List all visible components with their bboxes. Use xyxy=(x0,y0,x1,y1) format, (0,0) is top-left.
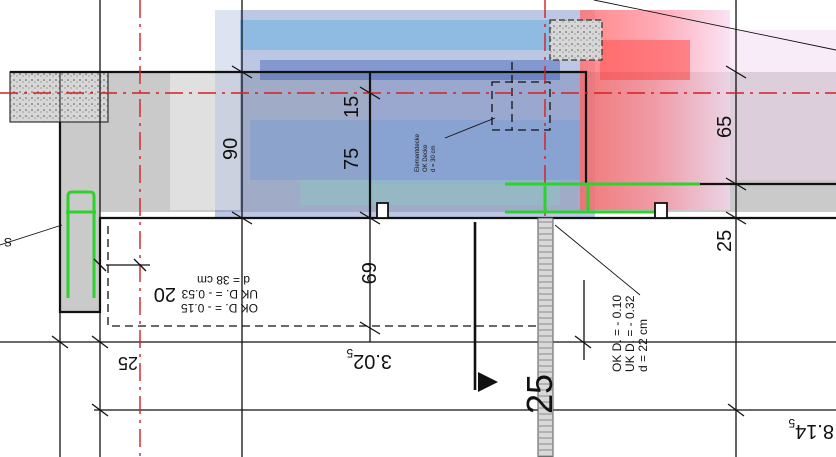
hatched-opening-top xyxy=(549,19,603,61)
dim-814: 8.145 xyxy=(788,416,834,442)
dim-20: 20 xyxy=(154,283,176,305)
edge-element xyxy=(537,217,554,457)
edge-letter: S xyxy=(4,235,12,249)
note-right-line-1: OK D. = - 0.10 xyxy=(610,295,624,372)
hatched-concrete-block xyxy=(9,71,109,123)
dimension-ticks xyxy=(51,65,747,417)
dim-25-right: 25 xyxy=(714,230,736,252)
dim-75: 75 xyxy=(341,148,363,170)
dim-15: 15 xyxy=(341,96,363,118)
dim-25-large: 25 xyxy=(519,374,560,414)
dim-25-left: 25 xyxy=(118,353,138,373)
note-left-line-2: UK D. = - 0.53 xyxy=(181,287,258,301)
note-left-line-3: d = 38 cm xyxy=(197,273,250,287)
dim-69: 69 xyxy=(357,262,379,284)
element-label-line-3: d = 30 cm xyxy=(431,145,437,172)
dashed-recess xyxy=(107,62,551,327)
note-right-line-3: d = 22 cm xyxy=(636,319,650,372)
rebar-reinforcement xyxy=(66,182,700,298)
small-details xyxy=(376,202,668,219)
dim-65: 65 xyxy=(714,116,736,138)
dim-302: 3.025 xyxy=(346,346,392,372)
dimension-labels: 90 75 15 65 25 69 20 25 3.025 25 8.145 xyxy=(118,96,834,442)
radar-scan-overlay xyxy=(170,10,836,218)
level-marker xyxy=(478,372,498,392)
element-slab-label: Elementdecke OK Decke d = 30 cm xyxy=(415,133,437,172)
element-label-line-1: Elementdecke xyxy=(415,133,421,172)
dim-90: 90 xyxy=(220,138,242,160)
slab-note-right: OK D. = - 0.10 UK D. = - 0.32 d = 22 cm xyxy=(610,295,650,372)
note-right-line-2: UK D. = - 0.32 xyxy=(623,295,637,372)
note-left-line-1: OK D. = - 0.15 xyxy=(181,301,258,315)
element-label-line-2: OK Decke xyxy=(423,144,429,172)
slab-note-left: OK D. = - 0.15 UK D. = - 0.53 d = 38 cm xyxy=(181,273,258,315)
